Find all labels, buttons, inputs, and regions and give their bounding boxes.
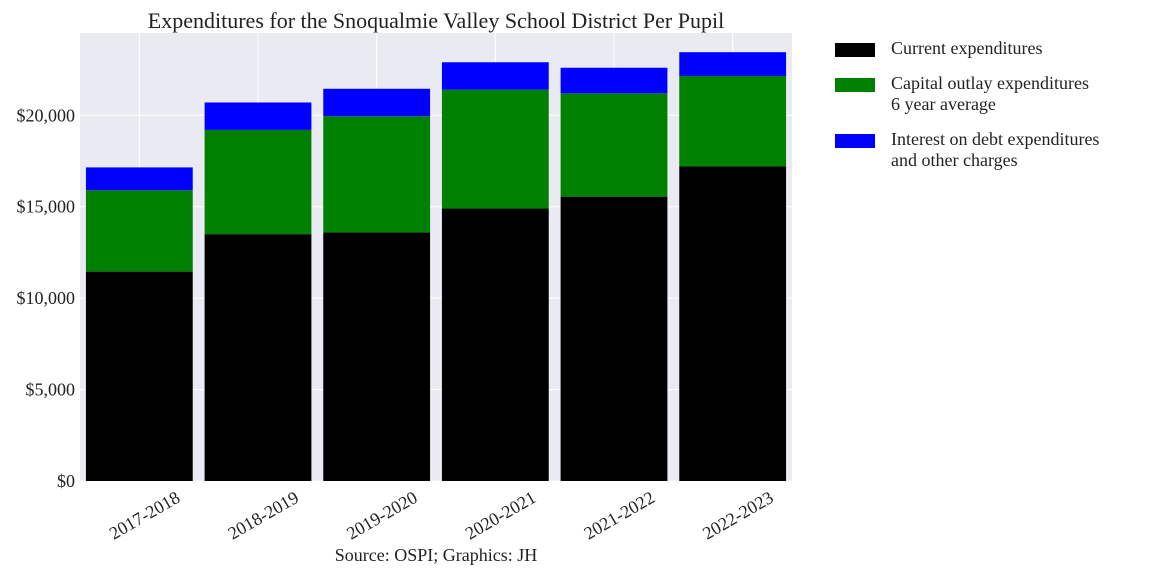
x-axis-label: Source: OSPI; Graphics: JH (335, 545, 537, 565)
legend-item-interest: Interest on debt expenditures and other … (835, 129, 1145, 171)
bar-interest-2020-2021 (441, 62, 549, 90)
y-tick-label: $5,000 (26, 380, 76, 400)
bars (85, 52, 787, 482)
x-tick-label: 2021-2022 (580, 487, 658, 543)
y-tick-label: $10,000 (17, 288, 76, 308)
bar-current-2018-2019 (204, 234, 312, 481)
x-tick-label: 2022-2023 (699, 487, 777, 543)
bar-current-2020-2021 (441, 208, 549, 482)
y-axis: $0 $5,000 $10,000 $15,000 $20,000 (17, 105, 76, 491)
x-tick-label: 2019-2020 (343, 487, 421, 543)
bar-interest-2022-2023 (679, 52, 787, 76)
bar-interest-2018-2019 (204, 102, 312, 130)
bar-interest-2019-2020 (323, 88, 431, 117)
legend-label-capital: Capital outlay expenditures 6 year avera… (891, 73, 1089, 114)
bar-current-2021-2022 (560, 196, 668, 481)
bar-capital-2018-2019 (204, 129, 312, 235)
legend: Current expenditures Capital outlay expe… (835, 38, 1145, 185)
bar-current-2022-2023 (679, 166, 787, 481)
legend-label-current: Current expenditures (891, 38, 1043, 58)
legend-swatch-interest (835, 134, 875, 148)
x-axis: 2017-2018 2018-2019 2019-2020 2020-2021 2021… (106, 487, 777, 543)
bar-interest-2021-2022 (560, 67, 668, 94)
bar-interest-2017-2018 (85, 167, 193, 191)
bar-capital-2020-2021 (441, 89, 549, 209)
plot-area (80, 33, 792, 481)
bar-capital-2019-2020 (323, 116, 431, 233)
bar-capital-2022-2023 (679, 75, 787, 167)
x-tick-label: 2017-2018 (106, 487, 184, 543)
x-tick-label: 2018-2019 (224, 487, 302, 543)
legend-item-current: Current expenditures (835, 38, 1145, 59)
bar-capital-2021-2022 (560, 93, 668, 197)
legend-label-interest: Interest on debt expenditures and other … (891, 129, 1100, 170)
x-tick-label: 2020-2021 (462, 487, 540, 543)
legend-item-capital: Capital outlay expenditures 6 year avera… (835, 73, 1145, 115)
y-tick-label: $20,000 (17, 105, 76, 125)
legend-swatch-current (835, 43, 875, 57)
chart-title: Expenditures for the Snoqualmie Valley S… (148, 8, 724, 33)
bar-current-2017-2018 (85, 271, 193, 481)
bar-current-2019-2020 (323, 232, 431, 481)
bar-capital-2017-2018 (85, 190, 193, 272)
y-tick-label: $0 (57, 471, 75, 491)
legend-swatch-capital (835, 78, 875, 92)
y-tick-label: $15,000 (17, 197, 76, 217)
